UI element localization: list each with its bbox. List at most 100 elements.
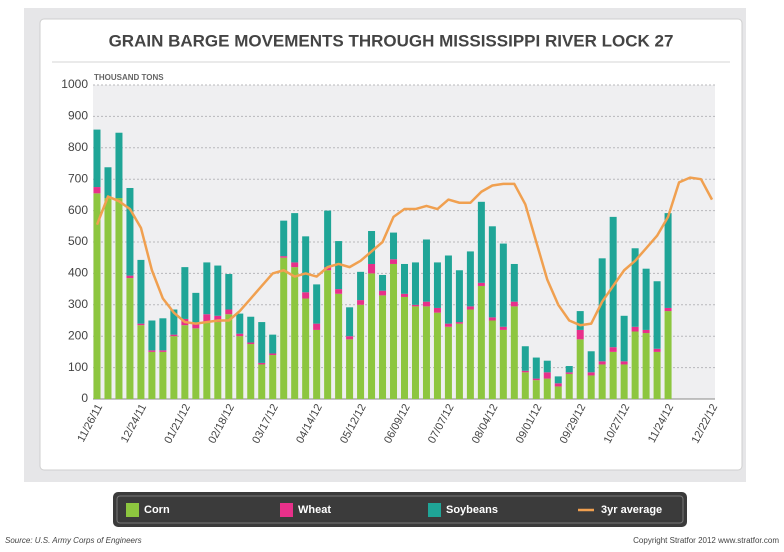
bar-segment <box>104 198 112 399</box>
bar-segment <box>280 256 288 258</box>
bar-segment <box>510 301 518 307</box>
bar-segment <box>565 373 573 399</box>
bar-segment <box>390 232 398 260</box>
bar-segment <box>126 275 134 279</box>
bar-segment <box>477 282 485 286</box>
y-tick-label: 300 <box>68 297 88 311</box>
bar-segment <box>148 320 156 351</box>
bar-segment <box>653 351 661 399</box>
bar-segment <box>488 317 496 321</box>
y-tick-label: 600 <box>68 203 88 217</box>
bar-segment <box>192 292 200 324</box>
y-tick-label: 800 <box>68 140 88 154</box>
bar-segment <box>159 351 167 399</box>
bar-segment <box>357 271 365 301</box>
bar-segment <box>642 333 650 399</box>
bar-segment <box>565 372 573 374</box>
bar-segment <box>642 329 650 334</box>
chart-title: GRAIN BARGE MOVEMENTS THROUGH MISSISSIPP… <box>109 31 674 50</box>
bar-segment <box>466 309 474 399</box>
bar-segment <box>368 231 376 264</box>
legend-label: Soybeans <box>446 504 498 516</box>
bar-segment <box>148 351 156 399</box>
bar-segment <box>93 187 101 194</box>
bar-segment <box>126 187 134 276</box>
bar-segment <box>587 351 595 373</box>
bar-segment <box>313 323 321 330</box>
bar-segment <box>335 289 343 294</box>
bar-segment <box>137 259 145 324</box>
bar-segment <box>357 304 365 399</box>
bar-segment <box>258 362 266 365</box>
bar-segment <box>170 334 178 337</box>
bar-segment <box>466 251 474 307</box>
bar-segment <box>433 307 441 313</box>
bar-segment <box>390 259 398 264</box>
bar-segment <box>236 333 244 337</box>
bar-segment <box>587 375 595 399</box>
bar-segment <box>532 380 540 399</box>
y-tick-label: 200 <box>68 328 88 342</box>
bar-segment <box>477 285 485 399</box>
bar-segment <box>203 314 211 323</box>
bar-segment <box>225 309 233 315</box>
bar-segment <box>214 315 222 323</box>
bar-segment <box>609 347 617 352</box>
legend-swatch <box>428 503 441 517</box>
bar-segment <box>554 386 562 399</box>
y-tick-label: 500 <box>68 234 88 248</box>
bar-segment <box>192 328 200 399</box>
bar-segment <box>335 293 343 399</box>
legend-swatch <box>126 503 139 517</box>
bar-segment <box>576 311 584 330</box>
bar-segment <box>324 270 332 399</box>
bar-segment <box>466 306 474 310</box>
bar-segment <box>565 366 573 373</box>
bar-segment <box>521 370 529 373</box>
bar-segment <box>203 322 211 399</box>
bar-segment <box>510 263 518 302</box>
bar-segment <box>379 295 387 399</box>
bar-segment <box>313 329 321 399</box>
bar-segment <box>576 339 584 399</box>
bar-segment <box>411 304 419 307</box>
bar-segment <box>488 226 496 318</box>
bar-segment <box>598 364 606 399</box>
y-tick-label: 900 <box>68 109 88 123</box>
bar-segment <box>258 322 266 363</box>
bar-segment <box>269 355 277 399</box>
bar-segment <box>499 326 507 330</box>
bar-segment <box>247 344 255 399</box>
bar-segment <box>214 265 222 316</box>
bar-segment <box>521 372 529 399</box>
bar-segment <box>225 314 233 399</box>
bar-segment <box>379 274 387 291</box>
y-tick-label: 700 <box>68 171 88 185</box>
bar-segment <box>401 293 408 297</box>
bar-segment <box>115 198 123 399</box>
bar-segment <box>291 213 299 263</box>
copyright: Copyright Stratfor 2012 www.stratfor.com <box>633 536 779 545</box>
bar-segment <box>170 309 178 335</box>
bar-segment <box>587 372 595 376</box>
bar-segment <box>401 263 408 294</box>
bar-segment <box>324 210 332 268</box>
bar-segment <box>598 361 606 365</box>
y-tick-label: 400 <box>68 266 88 280</box>
bar-segment <box>401 296 408 399</box>
bar-segment <box>444 323 452 327</box>
bar-segment <box>543 360 551 373</box>
bar-segment <box>390 263 398 399</box>
bar-segment <box>422 306 430 399</box>
bar-segment <box>291 267 299 399</box>
bar-segment <box>653 348 661 352</box>
average-line <box>95 176 714 327</box>
bar-segment <box>313 284 321 324</box>
bar-segment <box>379 290 387 296</box>
bar-segment <box>269 334 277 354</box>
bar-segment <box>598 258 606 362</box>
bar-segment <box>302 292 310 299</box>
legend-label: 3yr average <box>601 504 662 516</box>
bar-segment <box>532 378 540 381</box>
bar-segment <box>554 376 562 384</box>
